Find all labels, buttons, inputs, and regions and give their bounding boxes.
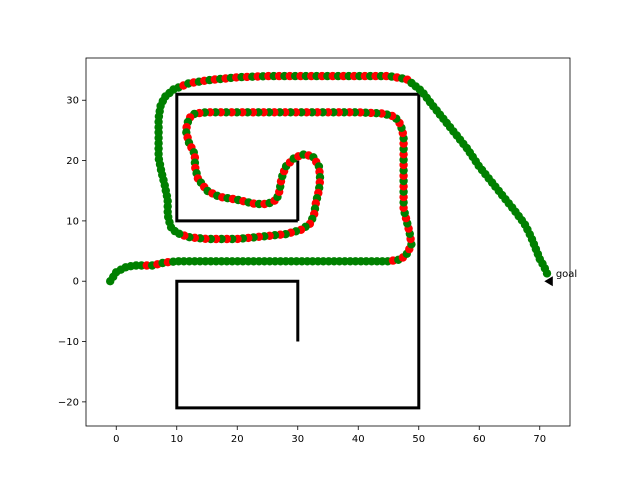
x-tick-label: 20 [231, 434, 244, 445]
x-tick-label: 30 [291, 434, 304, 445]
x-tick-label: 0 [113, 434, 119, 445]
y-tick-label: 0 [73, 277, 79, 288]
y-tick-label: 10 [66, 216, 79, 227]
y-tick-label: −10 [58, 337, 79, 348]
x-tick-label: 60 [473, 434, 486, 445]
x-tick-label: 40 [352, 434, 365, 445]
y-tick-label: −20 [58, 397, 79, 408]
y-tick-label: 20 [66, 156, 79, 167]
trajectory-point [543, 269, 551, 277]
y-tick-label: 30 [66, 96, 79, 107]
goal-label: goal [556, 269, 577, 280]
x-tick-label: 50 [412, 434, 425, 445]
x-tick-label: 70 [533, 434, 546, 445]
x-tick-label: 10 [170, 434, 183, 445]
